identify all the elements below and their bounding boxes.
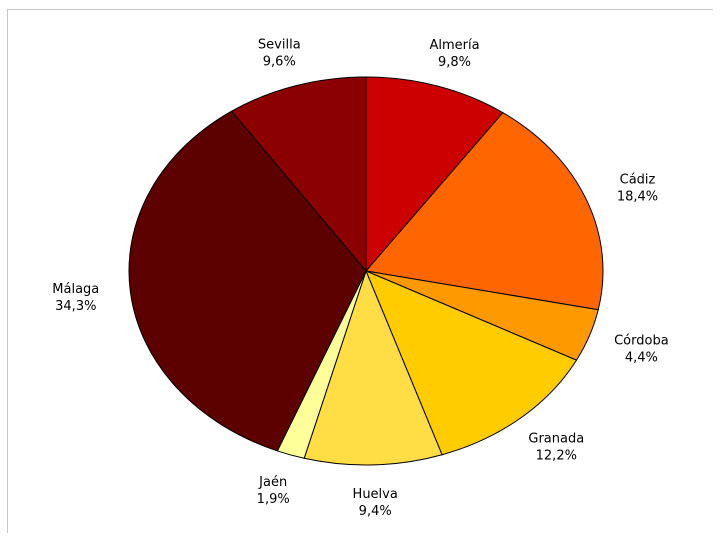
pie-label-value: 18,4% <box>617 189 658 204</box>
pie-label-sevilla: Sevilla 9,6% <box>258 37 301 69</box>
pie-label-name: Jaén <box>258 475 287 490</box>
pie-slice-cadiz <box>365 111 604 311</box>
pie-label-value: 4,4% <box>625 351 658 366</box>
pie-label-value: 1,9% <box>257 492 290 507</box>
pie-label-value: 34,3% <box>55 299 96 314</box>
pie-label-name: Granada <box>528 431 584 446</box>
pie-label-value: 9,6% <box>263 54 296 69</box>
pie-slice-huelva <box>303 269 443 466</box>
pie-label-malaga: Málaga 34,3% <box>52 282 99 314</box>
pie-label-value: 9,4% <box>359 504 392 519</box>
pie-slice-sevilla <box>230 76 367 273</box>
pie-label-almeria: Almería 9,8% <box>429 38 479 70</box>
pie-label-name: Córdoba <box>614 334 669 349</box>
pie-slice-malaga <box>128 110 367 452</box>
chart-frame <box>7 9 713 533</box>
pie-label-value: 12,2% <box>536 448 577 463</box>
pie-label-name: Cádiz <box>620 172 656 187</box>
pie-label-name: Málaga <box>52 282 99 297</box>
pie-label-name: Huelva <box>353 487 398 502</box>
pie-label-cadiz: Cádiz 18,4% <box>617 172 658 204</box>
pie-slices <box>128 76 604 466</box>
pie-labels: Almería 9,8% Cádiz 18,4% Córdoba 4,4% Granada 1… <box>52 37 668 519</box>
pie-label-value: 9,8% <box>438 55 471 70</box>
pie-label-jaen: Jaén 1,9% <box>257 475 290 507</box>
pie-label-huelva: Huelva 9,4% <box>353 487 398 519</box>
pie-label-name: Almería <box>429 38 479 53</box>
pie-slice-granada <box>365 270 578 456</box>
pie-slice-almeria <box>365 76 504 273</box>
pie-label-name: Sevilla <box>258 37 301 52</box>
pie-label-granada: Granada 12,2% <box>528 431 584 463</box>
pie-label-cordoba: Córdoba 4,4% <box>614 334 669 366</box>
